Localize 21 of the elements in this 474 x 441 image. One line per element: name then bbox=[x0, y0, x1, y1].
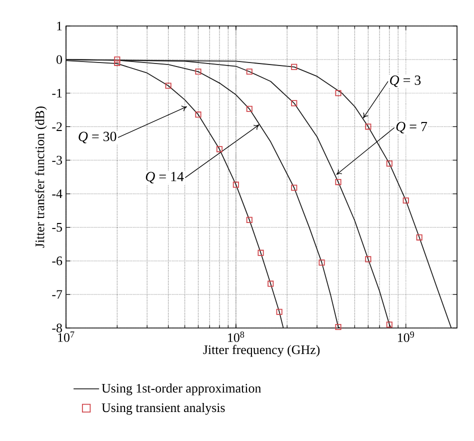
y-axis-title: Jitter transfer function (dB) bbox=[34, 106, 47, 248]
y-tick-label: -3 bbox=[52, 156, 62, 165]
x-tick-label: 10$^{7}$ bbox=[58, 332, 74, 342]
y-tick-label: 1 bbox=[57, 22, 62, 30]
annotation: Q = 3 bbox=[390, 76, 421, 88]
y-tick-label: -2 bbox=[52, 122, 62, 131]
legend-label: Using 1st-order approximation bbox=[102, 384, 262, 396]
y-tick-label: -5 bbox=[52, 223, 62, 232]
annotation: Q = 7 bbox=[396, 122, 428, 134]
legend-label: Using transient analysis bbox=[102, 402, 225, 415]
annotation: Q = 14 bbox=[146, 172, 184, 184]
x-tick-label: 10$^{9}$ bbox=[398, 332, 414, 342]
y-tick-label: -4 bbox=[52, 190, 62, 198]
y-tick-label: 0 bbox=[56, 55, 62, 64]
annotation: Q = 30 bbox=[78, 132, 116, 144]
y-tick-label: -7 bbox=[52, 290, 62, 299]
x-tick-label: 10$^{8}$ bbox=[228, 332, 244, 342]
x-axis-title: Jitter frequency (GHz) bbox=[203, 344, 320, 357]
y-tick-label: -6 bbox=[52, 256, 62, 266]
y-tick-label: -8 bbox=[52, 324, 62, 332]
y-tick-label: -1 bbox=[52, 88, 62, 98]
